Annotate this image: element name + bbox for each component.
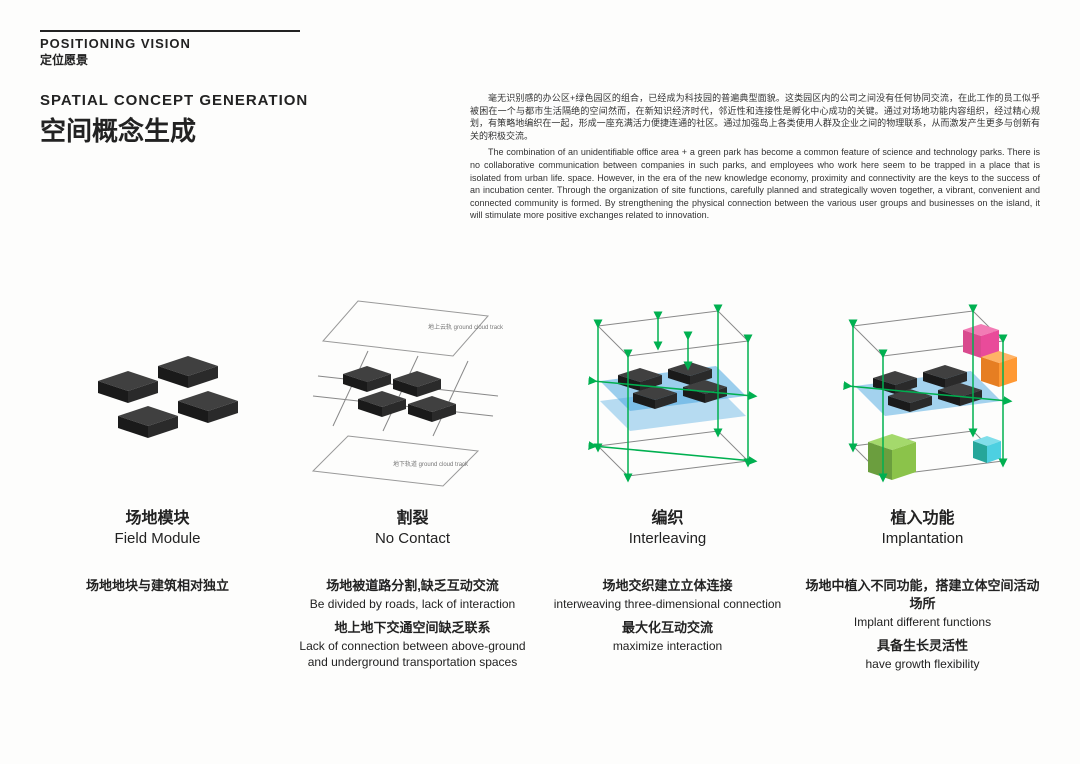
- d3-title-en: Interleaving: [550, 530, 785, 547]
- header-title-cn: 定位愿景: [40, 51, 1040, 68]
- implantation-svg: [813, 286, 1033, 496]
- d2-title-en: No Contact: [295, 530, 530, 547]
- d4-desc1-en: Implant different functions: [805, 615, 1040, 631]
- d3-desc2-cn: 最大化互动交流: [550, 619, 785, 637]
- d1-title-cn: 场地模块: [40, 504, 275, 528]
- d2-desc2-en: Lack of connection between above-ground …: [295, 639, 530, 670]
- d2-desc1-en: Be divided by roads, lack of interaction: [295, 597, 530, 613]
- d1-desc-cn: 场地地块与建筑相对独立: [40, 577, 275, 595]
- d4-desc2-cn: 具备生长灵活性: [805, 637, 1040, 655]
- interleaving-svg: [558, 286, 778, 496]
- d4-title-cn: 植入功能: [805, 504, 1040, 528]
- d3-desc1-cn: 场地交织建立立体连接: [550, 577, 785, 595]
- no-contact-svg: 地上云轨 ground cloud track 地下轨道 ground clou…: [298, 291, 528, 491]
- header-title-en: POSITIONING VISION: [40, 36, 1040, 51]
- header-rule: [40, 30, 300, 32]
- d2-desc2-cn: 地上地下交通空间缺乏联系: [295, 619, 530, 637]
- diagrams-row: 场地模块 Field Module 场地地块与建筑相对独立 地上云轨 groun…: [40, 286, 1040, 673]
- d3-title-cn: 编织: [550, 504, 785, 528]
- subtitle-cn: 空间概念生成: [40, 111, 440, 148]
- d4-desc2-en: have growth flexibility: [805, 657, 1040, 673]
- diagram-no-contact: 地上云轨 ground cloud track 地下轨道 ground clou…: [295, 286, 530, 673]
- d4-desc1-cn: 场地中植入不同功能，搭建立体空间活动场所: [805, 577, 1040, 613]
- d1-title-en: Field Module: [40, 530, 275, 547]
- d3-desc1-en: interweaving three-dimensional connectio…: [550, 597, 785, 613]
- field-module-svg: [58, 311, 258, 471]
- d2-title-cn: 割裂: [295, 504, 530, 528]
- svg-text:地下轨道 ground cloud track: 地下轨道 ground cloud track: [393, 460, 469, 468]
- diagram-interleaving: 编织 Interleaving 场地交织建立立体连接 interweaving …: [550, 286, 785, 673]
- d4-title-en: Implantation: [805, 530, 1040, 547]
- body-text: 毫无识别感的办公区+绿色园区的组合，已经成为科技园的普遍典型面貌。这类园区内的公…: [470, 92, 1040, 226]
- subtitle-en: SPATIAL CONCEPT GENERATION: [40, 92, 440, 109]
- diagram-implantation: 植入功能 Implantation 场地中植入不同功能，搭建立体空间活动场所 I…: [805, 286, 1040, 673]
- d3-desc2-en: maximize interaction: [550, 639, 785, 655]
- diagram-field-module: 场地模块 Field Module 场地地块与建筑相对独立: [40, 286, 275, 673]
- body-cn: 毫无识别感的办公区+绿色园区的组合，已经成为科技园的普遍典型面貌。这类园区内的公…: [470, 92, 1040, 142]
- d2-desc1-cn: 场地被道路分割,缺乏互动交流: [295, 577, 530, 595]
- svg-text:地上云轨 ground cloud track: 地上云轨 ground cloud track: [428, 323, 504, 331]
- body-en: The combination of an unidentifiable off…: [470, 146, 1040, 222]
